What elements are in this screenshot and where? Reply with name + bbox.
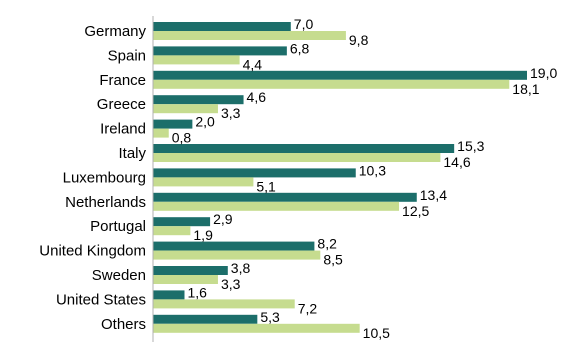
value-label-series2-united-states: 7,2 xyxy=(298,300,318,316)
bar-series1-italy xyxy=(153,144,455,153)
category-label-ireland: Ireland xyxy=(100,121,146,138)
category-label-italy: Italy xyxy=(118,145,146,162)
value-label-series1-spain: 6,8 xyxy=(290,40,310,56)
value-label-series2-spain: 4,4 xyxy=(243,56,263,72)
value-label-series1-luxembourg: 10,3 xyxy=(359,162,386,178)
value-label-series2-france: 18,1 xyxy=(512,81,539,97)
category-label-united-kingdom: United Kingdom xyxy=(39,243,146,260)
value-label-series1-netherlands: 13,4 xyxy=(420,187,447,203)
bar-series2-others xyxy=(153,323,360,333)
value-label-series1-united-kingdom: 8,2 xyxy=(317,236,337,252)
bar-series2-netherlands xyxy=(153,201,400,211)
category-label-netherlands: Netherlands xyxy=(65,194,146,211)
value-label-series1-sweden: 3,8 xyxy=(231,260,251,276)
value-label-series2-sweden: 3,3 xyxy=(221,276,241,292)
bar-series1-netherlands xyxy=(153,192,417,202)
bars-group xyxy=(153,22,527,333)
value-label-series1-united-states: 1,6 xyxy=(187,284,207,300)
value-label-series2-netherlands: 12,5 xyxy=(402,203,429,219)
bar-series1-spain xyxy=(153,46,287,56)
value-label-series1-greece: 4,6 xyxy=(247,89,267,105)
value-label-series2-luxembourg: 5,1 xyxy=(256,178,276,194)
category-label-others: Others xyxy=(101,316,146,333)
category-label-united-states: United States xyxy=(56,291,146,308)
bar-series1-luxembourg xyxy=(153,168,356,178)
bar-series1-others xyxy=(153,314,258,324)
value-label-series2-greece: 3,3 xyxy=(221,105,241,121)
bar-series1-germany xyxy=(153,22,291,31)
value-label-series1-others: 5,3 xyxy=(260,309,280,325)
bar-series1-united-kingdom xyxy=(153,241,315,251)
bar-series2-united-kingdom xyxy=(153,250,321,260)
bar-series2-ireland xyxy=(153,128,169,138)
category-label-portugal: Portugal xyxy=(90,218,146,235)
labels-group: Germany 7,0 9,8 Spain 6,8 4,4 France 19,018,1 Gr… xyxy=(39,16,557,341)
value-label-series1-portugal: 2,9 xyxy=(213,211,233,227)
value-label-series2-italy: 14,6 xyxy=(443,154,470,170)
bar-series1-ireland xyxy=(153,119,193,129)
bar-series2-greece xyxy=(153,104,218,114)
category-label-france: France xyxy=(99,72,146,89)
bar-series1-france xyxy=(153,70,527,80)
category-label-spain: Spain xyxy=(108,47,146,64)
bar-series1-portugal xyxy=(153,217,211,227)
value-label-series2-germany: 9,8 xyxy=(349,32,369,48)
value-label-series2-others: 10,5 xyxy=(363,325,390,341)
bar-series1-greece xyxy=(153,95,244,105)
bar-series2-germany xyxy=(153,31,346,40)
bar-series2-united-states xyxy=(153,299,295,309)
category-label-sweden: Sweden xyxy=(92,267,146,284)
category-label-greece: Greece xyxy=(97,96,146,113)
bar-series2-luxembourg xyxy=(153,177,254,187)
value-label-series2-united-kingdom: 8,5 xyxy=(323,252,343,268)
bar-series2-spain xyxy=(153,55,240,65)
category-label-germany: Germany xyxy=(84,23,146,40)
value-label-series1-ireland: 2,0 xyxy=(195,114,215,130)
value-label-series1-italy: 15,3 xyxy=(457,138,484,154)
value-label-series2-portugal: 1,9 xyxy=(193,227,213,243)
bar-series2-portugal xyxy=(153,226,191,236)
bar-series1-united-states xyxy=(153,290,185,300)
category-label-luxembourg: Luxembourg xyxy=(63,169,146,186)
bar-series2-sweden xyxy=(153,275,218,284)
bar-series2-france xyxy=(153,79,510,89)
value-label-series1-germany: 7,0 xyxy=(294,16,314,32)
value-label-series2-ireland: 0,8 xyxy=(172,130,192,146)
bar-series1-sweden xyxy=(153,266,228,275)
value-label-series1-france: 19,0 xyxy=(530,65,557,81)
bar-series2-italy xyxy=(153,153,441,162)
